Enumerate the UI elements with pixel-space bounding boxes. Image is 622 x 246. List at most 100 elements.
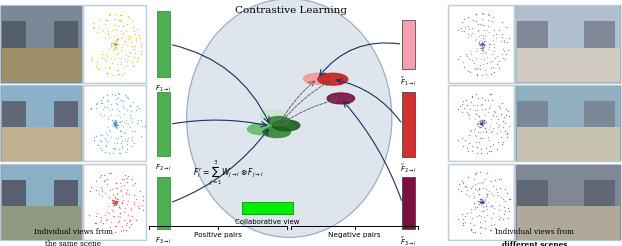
Point [113, 96, 123, 100]
Point [117, 224, 127, 228]
Point [478, 215, 488, 218]
Point [476, 151, 486, 155]
Point [471, 134, 481, 138]
Point [482, 61, 492, 65]
Point [460, 214, 470, 218]
FancyBboxPatch shape [448, 5, 621, 84]
Point [132, 118, 142, 122]
Point [118, 125, 128, 129]
Point [476, 42, 486, 46]
Point [112, 68, 122, 72]
Point [464, 116, 474, 120]
Point [112, 186, 122, 190]
Point [131, 39, 141, 43]
Point [476, 42, 486, 46]
Point [132, 59, 142, 63]
Point [114, 219, 124, 223]
Point [131, 104, 141, 108]
Point [112, 33, 122, 37]
FancyBboxPatch shape [0, 164, 147, 241]
Point [111, 118, 121, 122]
Point [106, 56, 116, 60]
Point [116, 123, 126, 127]
Point [117, 119, 127, 123]
Point [108, 209, 118, 213]
Point [102, 26, 112, 30]
Point [488, 15, 498, 19]
FancyBboxPatch shape [2, 206, 81, 240]
Point [126, 206, 136, 210]
Point [476, 42, 486, 46]
Point [105, 66, 115, 70]
Point [463, 24, 473, 28]
Point [463, 146, 473, 150]
Point [111, 181, 121, 185]
Point [476, 46, 486, 49]
Point [485, 124, 494, 128]
Point [122, 142, 132, 146]
Point [460, 138, 470, 142]
Point [481, 208, 491, 212]
Point [114, 44, 124, 47]
Point [111, 181, 121, 185]
FancyBboxPatch shape [517, 165, 620, 206]
Point [476, 103, 486, 107]
Point [475, 119, 485, 123]
FancyBboxPatch shape [1, 6, 82, 83]
Point [459, 65, 469, 69]
Point [115, 215, 125, 219]
Point [502, 135, 512, 139]
Point [463, 69, 473, 73]
FancyBboxPatch shape [53, 180, 78, 206]
Point [486, 92, 496, 96]
Point [462, 54, 471, 58]
Point [95, 220, 105, 224]
Ellipse shape [187, 0, 392, 237]
Point [476, 33, 486, 37]
Point [109, 121, 119, 125]
Point [485, 104, 495, 108]
Point [490, 29, 499, 32]
Point [108, 120, 118, 124]
Point [104, 151, 114, 155]
Point [110, 41, 120, 45]
Point [499, 40, 509, 44]
Point [111, 121, 121, 125]
Point [477, 17, 487, 21]
Point [453, 107, 463, 111]
Point [112, 73, 122, 77]
Point [466, 128, 476, 132]
Point [131, 44, 141, 48]
Point [474, 140, 484, 144]
Point [472, 188, 482, 192]
Point [116, 98, 126, 102]
Point [473, 66, 483, 70]
Point [110, 124, 120, 128]
Point [90, 221, 100, 225]
Point [498, 35, 508, 39]
Point [108, 201, 118, 205]
Point [96, 56, 106, 60]
Point [114, 205, 124, 209]
Point [475, 197, 485, 201]
Point [488, 114, 498, 118]
Point [470, 205, 480, 209]
Point [480, 118, 490, 122]
FancyBboxPatch shape [517, 180, 548, 206]
FancyBboxPatch shape [2, 86, 81, 127]
Point [125, 104, 135, 108]
Point [113, 125, 123, 129]
Point [462, 103, 471, 107]
Point [484, 138, 494, 142]
Point [476, 120, 486, 123]
FancyBboxPatch shape [517, 21, 548, 48]
Point [466, 100, 476, 104]
Point [477, 43, 487, 47]
Point [478, 204, 488, 208]
FancyBboxPatch shape [449, 86, 514, 161]
Point [110, 202, 120, 206]
Point [473, 22, 483, 26]
Point [119, 65, 129, 69]
Point [104, 194, 114, 198]
Point [129, 29, 139, 33]
